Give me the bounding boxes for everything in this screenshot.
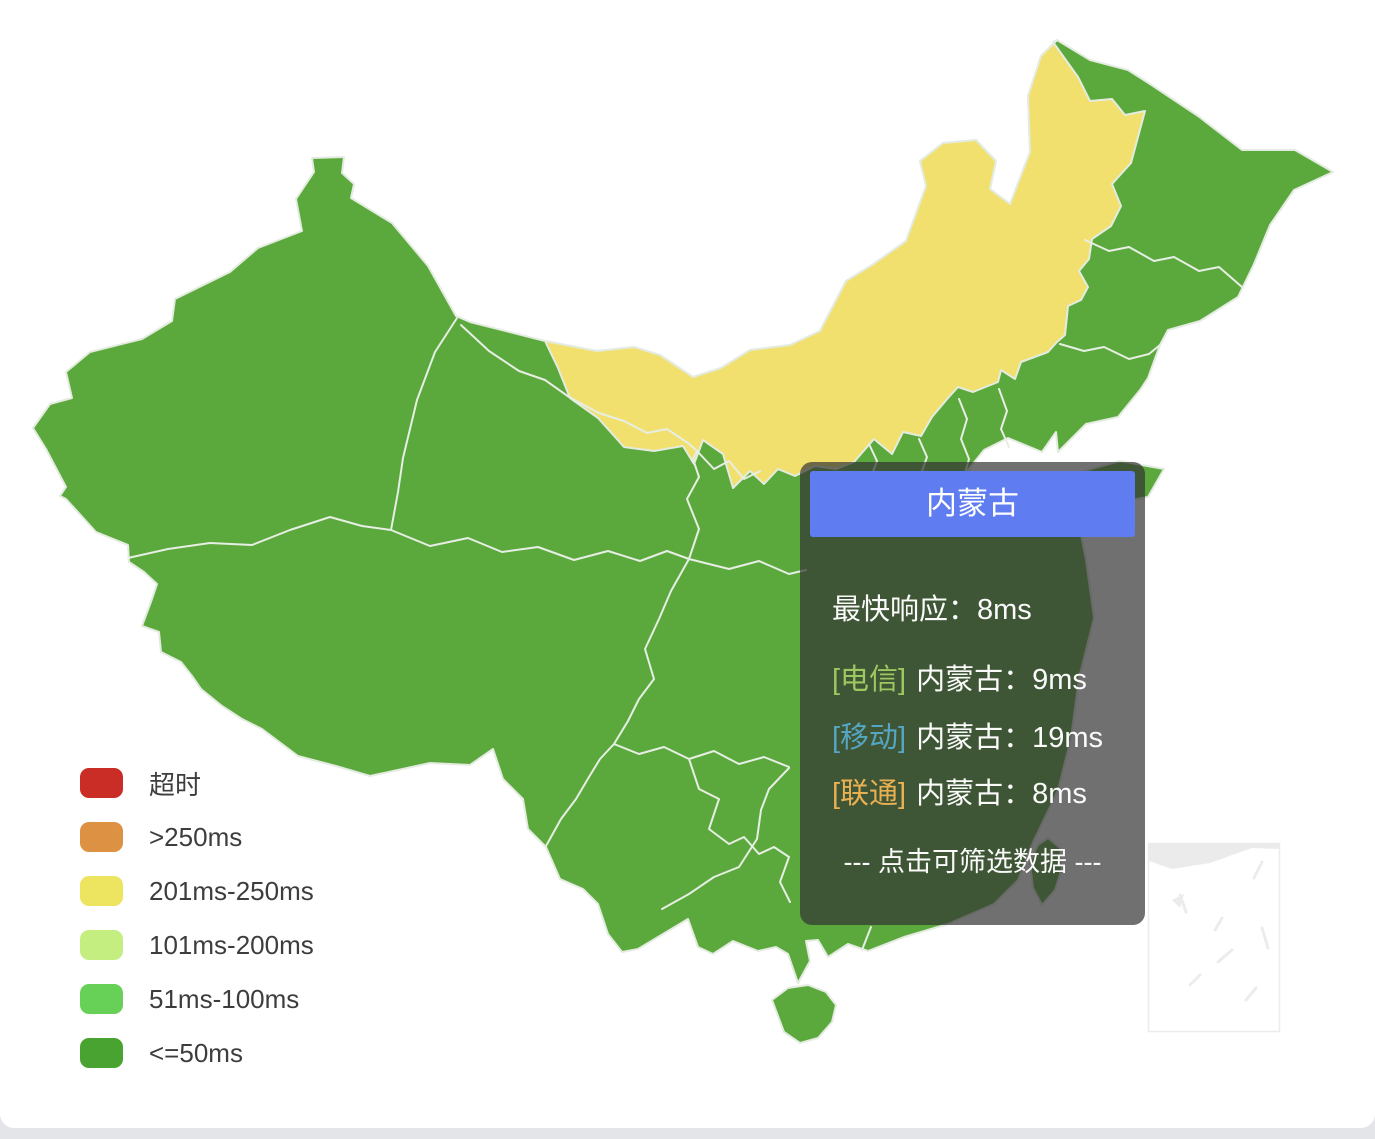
region-tooltip: 内蒙古 最快响应：8ms [电信] 内蒙古：9ms [移动] 内蒙古：19ms [联…: [800, 462, 1145, 925]
legend-label: 超时: [149, 769, 202, 800]
legend-swatch-timeout: [80, 768, 123, 798]
tooltip-row-value: 内蒙古：8ms: [916, 778, 1087, 810]
legend-swatch-51-100: [80, 984, 123, 1014]
legend-item-101-200: 101ms-200ms: [80, 930, 314, 960]
legend-swatch-le50: [80, 1038, 123, 1068]
legend-item-timeout: 超时: [80, 768, 201, 800]
tooltip-filter-hint: --- 点击可筛选数据 ---: [843, 847, 1102, 877]
legend-item-201-250: 201ms-250ms: [80, 876, 314, 906]
legend-label: 101ms-200ms: [149, 929, 314, 960]
region-hainan[interactable]: [771, 984, 837, 1044]
tooltip-row-mobile[interactable]: [移动] 内蒙古：19ms: [832, 714, 1103, 756]
isp-tag-telecom: [电信]: [832, 664, 907, 696]
inset-dash-marks: [1178, 860, 1270, 1002]
legend-swatch-201-250: [80, 876, 123, 906]
tooltip-row-value: 内蒙古：9ms: [916, 664, 1087, 696]
tooltip-title: 内蒙古: [810, 471, 1135, 537]
legend-item-le50: <=50ms: [80, 1038, 243, 1068]
legend-item-51-100: 51ms-100ms: [80, 984, 299, 1014]
legend-label: 201ms-250ms: [149, 875, 314, 906]
tooltip-fastest-response: 最快响应：8ms: [832, 594, 1032, 626]
south-china-sea-inset: [1147, 842, 1281, 1033]
legend-item-gt250: >250ms: [80, 822, 242, 852]
inset-frame: [1147, 842, 1281, 1033]
legend-label: 51ms-100ms: [149, 983, 300, 1014]
legend-swatch-101-200: [80, 930, 123, 960]
tooltip-row-unicom[interactable]: [联通] 内蒙古：8ms: [832, 770, 1087, 812]
tooltip-row-value: 内蒙古：19ms: [916, 722, 1104, 754]
tooltip-row-telecom[interactable]: [电信] 内蒙古：9ms: [832, 656, 1087, 698]
inset-coast-shape: [1149, 844, 1279, 869]
region-inner-mongolia[interactable]: [544, 39, 1146, 489]
legend-swatch-gt250: [80, 822, 123, 852]
isp-tag-unicom: [联通]: [832, 778, 907, 810]
legend-label: <=50ms: [149, 1037, 243, 1068]
legend-label: >250ms: [149, 821, 243, 852]
isp-tag-mobile: [移动]: [832, 722, 907, 754]
